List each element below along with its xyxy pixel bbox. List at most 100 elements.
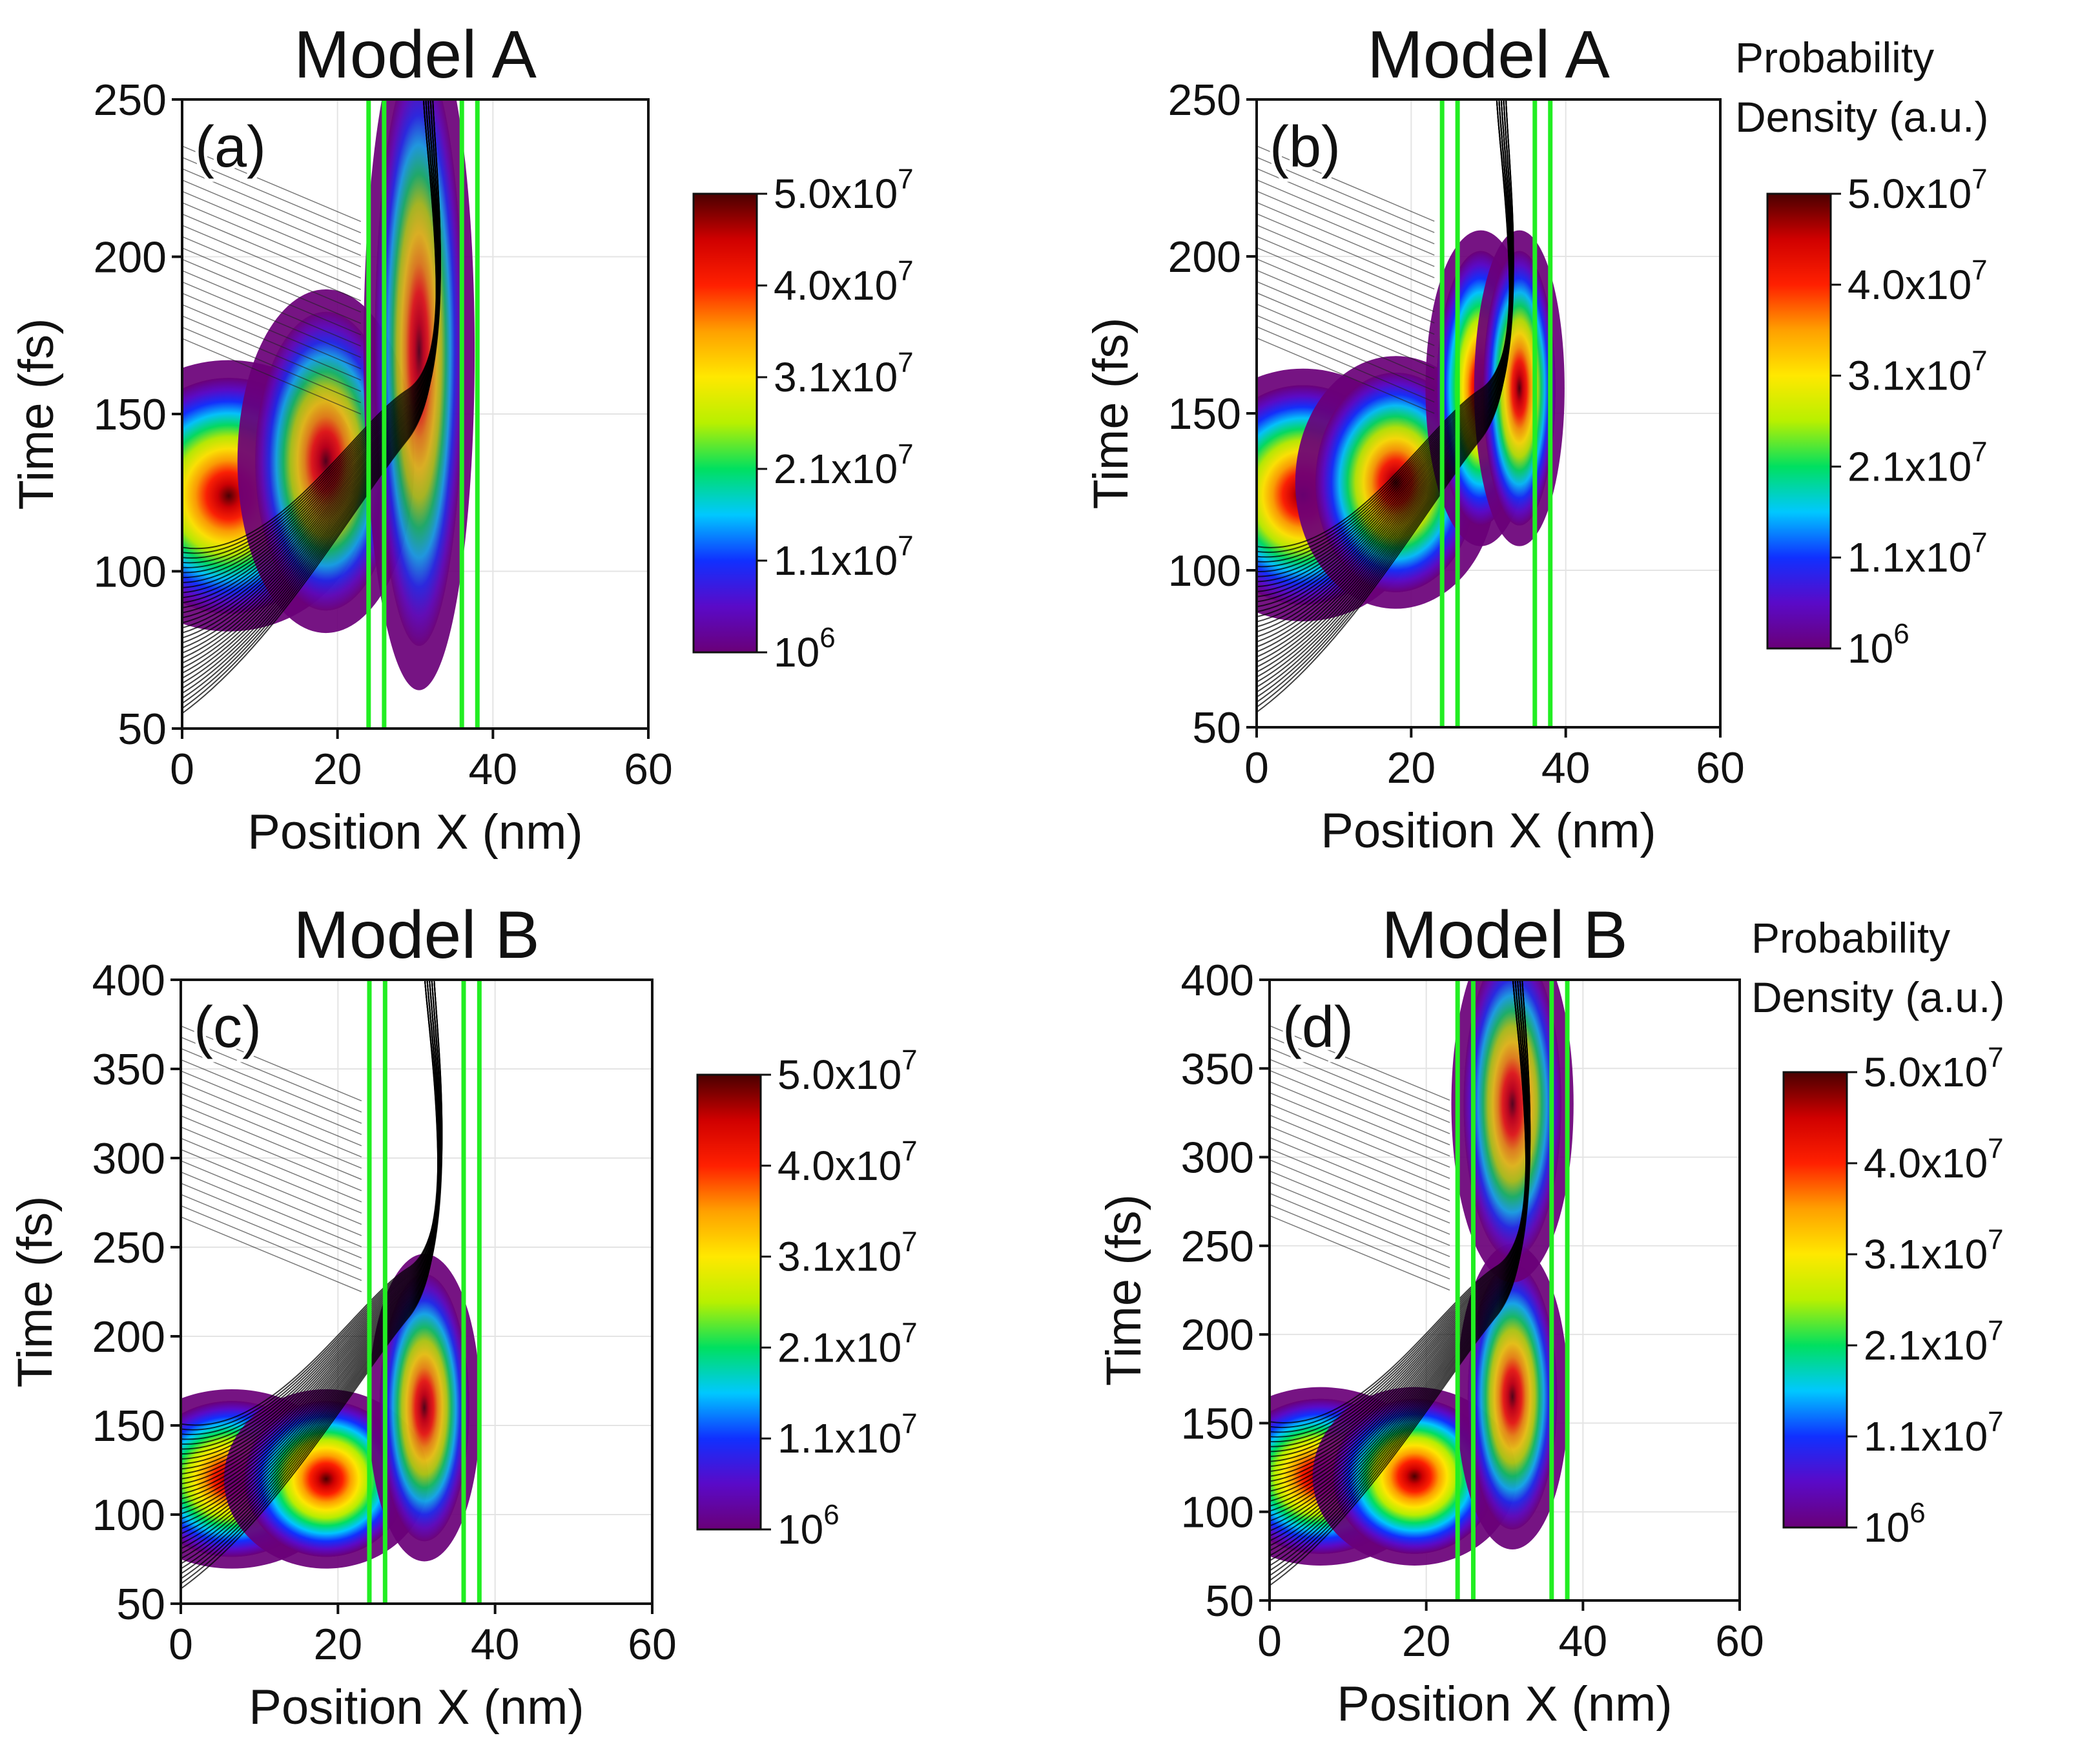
colorbar-tick-exponent: 7 [901, 1408, 917, 1440]
trajectory-line [1257, 292, 1435, 369]
colorbar-tick-label: 5.0x107 [1848, 163, 1988, 217]
trajectory-line [1257, 247, 1435, 324]
colorbar-tick-exponent: 7 [901, 1135, 917, 1167]
y-tick-label: 50 [1205, 1577, 1254, 1626]
trajectory-line [1257, 99, 1510, 563]
colorbar-tick-base: 2.1x10 [774, 446, 898, 492]
panel-b: 0 20 40 60 50 100 150 200 250 Position X (nm) Time… [1084, 17, 1745, 858]
colorbar-tick-base: 4.0x10 [1848, 262, 1971, 308]
colorbar-tick-exponent: 7 [898, 530, 913, 562]
trajectory-line [1257, 202, 1435, 278]
trajectory-line [1257, 99, 1514, 568]
panel-label: (d) [1282, 995, 1354, 1060]
trajectory-line [182, 213, 362, 290]
colorbar-tick-exponent: 7 [1988, 1315, 2003, 1347]
colorbar-tick-label: 2.1x107 [1848, 436, 1988, 490]
trajectory-line [182, 225, 362, 302]
trajectory-line [181, 1171, 362, 1248]
y-tick-label: 300 [92, 1134, 165, 1183]
colorbar-tick-exponent: 6 [1893, 618, 1909, 650]
colorbar-tick-exponent: 7 [898, 163, 913, 195]
trajectory-line [1270, 1103, 1450, 1179]
colorbar-tick-label: 1.1x107 [777, 1408, 918, 1462]
trajectory-line [1257, 168, 1435, 245]
colorbar-tick-label: 106 [1848, 618, 1910, 672]
y-tick-label: 100 [1181, 1488, 1254, 1537]
trajectory-line [181, 1081, 362, 1158]
panel-c: 0 20 40 60 50 100 150 200 250 300 350 400 Position X… [8, 898, 677, 1735]
y-tick-label: 200 [94, 233, 167, 282]
colorbar-tick-base: 3.1x10 [777, 1234, 901, 1280]
trajectory-line [1270, 1070, 1450, 1146]
x-tick-label: 40 [471, 1620, 520, 1669]
colorbar-heading: Density (a.u.) [1735, 93, 1988, 141]
colorbar-tick-exponent: 7 [901, 1317, 917, 1349]
colorbar-tick-base: 10 [1864, 1504, 1910, 1551]
colorbar-tick-exponent: 7 [898, 439, 913, 470]
colorbar-tick-base: 10 [774, 629, 819, 676]
trajectory-line [181, 1216, 362, 1292]
y-tick-label: 350 [1181, 1044, 1254, 1093]
y-axis-label: Time (fs) [1096, 1194, 1151, 1386]
trajectory-line [1270, 1114, 1450, 1190]
trajectory-line [182, 236, 362, 313]
x-tick-label: 0 [1244, 743, 1269, 792]
trajectory-line [1270, 1192, 1450, 1268]
trajectory-line [182, 270, 362, 347]
x-axis-label: Position X (nm) [1321, 803, 1656, 858]
colorbar-heading: Probability [1751, 914, 1950, 962]
density-blob [1483, 251, 1556, 526]
trajectory-line [181, 1137, 362, 1214]
colorbar-tick-base: 5.0x10 [1864, 1049, 1988, 1095]
colorbar-tick-label: 4.0x107 [1864, 1133, 2004, 1186]
colorbar-tick-base: 2.1x10 [777, 1324, 901, 1371]
colorbar-tick-base: 5.0x10 [1848, 171, 1971, 217]
trajectory-line [1270, 1204, 1450, 1279]
colorbar-tick-label: 3.1x107 [774, 347, 914, 400]
trajectory-line [1270, 1215, 1450, 1291]
trajectory-line [1270, 1181, 1450, 1258]
colorbar-tick-exponent: 6 [819, 622, 835, 654]
trajectory-line [181, 1205, 362, 1281]
colorbar-tick-label: 3.1x107 [1864, 1224, 2004, 1278]
y-tick-label: 150 [92, 1402, 165, 1451]
trajectory-line [181, 980, 443, 1445]
x-tick-label: 20 [314, 1620, 363, 1669]
trajectory-line [181, 1059, 362, 1135]
trajectory-line [182, 99, 441, 568]
plot-content [1270, 980, 1740, 1600]
trajectory-line [182, 326, 362, 404]
trajectory-line [1270, 980, 1530, 1424]
y-tick-label: 200 [1168, 233, 1241, 282]
x-tick-label: 20 [1402, 1617, 1451, 1666]
trajectory-line [181, 1070, 362, 1146]
y-tick-label: 400 [1181, 956, 1254, 1005]
trajectory-line [1257, 281, 1435, 358]
plot-content [181, 980, 652, 1604]
y-tick-label: 400 [92, 956, 165, 1005]
colorbar-gradient [1766, 192, 1832, 650]
trajectory-line [182, 304, 362, 381]
colorbar-tick-label: 1.1x107 [774, 530, 914, 584]
trajectory-line [1270, 1048, 1450, 1123]
x-tick-label: 60 [1715, 1617, 1764, 1666]
trajectory-line [181, 1160, 362, 1236]
chart-title: Model A [294, 17, 537, 92]
y-tick-label: 200 [1181, 1310, 1254, 1360]
x-axis-label: Position X (nm) [247, 805, 583, 860]
colorbar-gradient [1782, 1071, 1848, 1529]
colorbar-gradient [692, 192, 758, 654]
trajectory-line [182, 145, 362, 222]
trajectory-line [181, 1126, 362, 1203]
y-tick-label: 50 [1192, 703, 1241, 752]
trajectory-line [181, 1194, 362, 1270]
trajectory-line [181, 1104, 362, 1180]
colorbar-tick-base: 1.1x10 [774, 537, 898, 584]
panel-d: 0 20 40 60 50 100 150 200 250 300 350 400 Position X… [1096, 898, 1764, 1732]
colorbar-tick-label: 2.1x107 [777, 1317, 918, 1371]
trajectory-line [1257, 99, 1513, 548]
colorbar-tick-label: 4.0x107 [1848, 254, 1988, 308]
y-tick-label: 250 [1168, 76, 1241, 125]
trajectory-line [1270, 1036, 1450, 1112]
trajectory-line [182, 281, 362, 358]
